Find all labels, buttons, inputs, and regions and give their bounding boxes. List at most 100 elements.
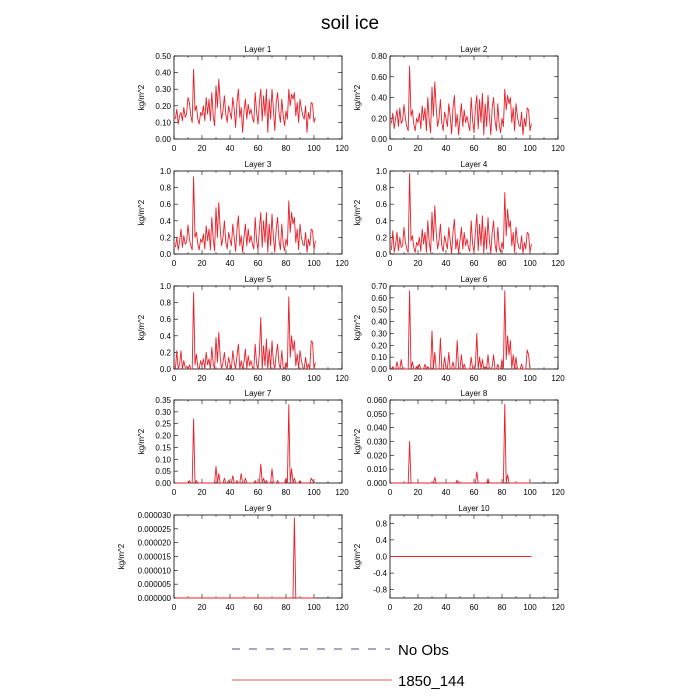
legend-label-1850-144: 1850_144 [398,673,465,690]
panel-title: Layer 2 [461,45,488,54]
x-tick-label: 0 [172,259,177,268]
y-tick-label: 0.10 [155,455,171,464]
y-tick-label: 0.8 [160,184,172,193]
series-line-1850-144 [174,68,316,133]
panel-title: Layer 3 [245,160,272,169]
y-tick-label: 0.70 [371,282,387,291]
y-tick-label: 1.0 [160,167,172,176]
x-tick-label: 120 [551,603,565,612]
y-tick-label: 0.35 [155,396,171,405]
x-tick-label: 120 [335,603,349,612]
plot-frame [173,55,343,140]
x-tick-label: 80 [498,259,507,268]
y-tick-label: 0.6 [160,200,172,209]
x-tick-label: 0 [388,144,393,153]
plot-frame [173,399,343,484]
y-tick-label: 0.0 [160,250,172,259]
x-tick-label: 0 [388,603,393,612]
x-tick-label: 40 [442,374,451,383]
x-tick-label: 100 [307,144,321,153]
y-axis-label: kg/m^2 [137,84,146,110]
y-tick-label: 0.15 [155,443,171,452]
y-tick-label: 0.60 [371,73,387,82]
y-tick-label: 0.20 [371,341,387,350]
x-tick-label: 40 [442,144,451,153]
x-tick-label: 60 [254,374,263,383]
x-tick-label: 20 [414,144,423,153]
y-tick-label: 0.0 [376,250,388,259]
y-tick-label: 0.2 [160,348,172,357]
y-tick-label: 0.010 [367,465,388,474]
x-tick-label: 120 [551,488,565,497]
y-tick-label: -0.4 [373,569,387,578]
y-tick-label: 0.000000 [138,594,172,603]
y-tick-label: 0.6 [160,315,172,324]
x-tick-label: 20 [414,259,423,268]
x-tick-label: 80 [498,603,507,612]
plot-frame [173,170,343,255]
y-tick-label: 0.10 [155,118,171,127]
x-tick-label: 80 [282,488,291,497]
plot-frame [389,285,559,370]
x-tick-label: 20 [198,374,207,383]
series-line-1850-144 [390,65,532,136]
y-axis-label: kg/m^2 [137,199,146,225]
x-tick-label: 20 [198,144,207,153]
x-tick-label: 20 [198,603,207,612]
y-tick-label: 0.050 [367,410,388,419]
series-line-1850-144 [390,173,532,254]
x-tick-label: 100 [307,259,321,268]
y-tick-label: 0.000025 [138,525,172,534]
y-tick-label: 0.000005 [138,580,172,589]
x-tick-label: 40 [442,488,451,497]
y-tick-label: 0.4 [376,536,388,545]
series-line-1850-144 [175,517,316,599]
y-tick-label: 0.30 [371,329,387,338]
panel-layer-6: 0 20 40 60 80 100 120 0.00 0.10 0.20 0.30 0.40 0.50 0… [353,275,565,383]
x-tick-label: 80 [282,144,291,153]
x-tick-label: 40 [226,144,235,153]
x-tick-label: 40 [442,603,451,612]
x-tick-label: 120 [551,374,565,383]
y-tick-label: 0.4 [376,217,388,226]
x-tick-label: 0 [388,374,393,383]
y-tick-label: 0.30 [155,85,171,94]
panel-layer-9: 0 20 40 60 80 100 120 0.000000 0.000005 0.000010 0… [117,504,349,612]
x-tick-label: 120 [335,259,349,268]
x-tick-label: 40 [442,259,451,268]
y-tick-label: 0.40 [371,94,387,103]
y-tick-label: 0.000015 [138,553,172,562]
y-tick-label: 0.060 [367,396,388,405]
plot-frame [389,399,559,484]
x-tick-label: 80 [282,259,291,268]
panel-title: Layer 8 [461,389,488,398]
y-tick-label: 0.00 [371,365,387,374]
x-tick-label: 0 [172,374,177,383]
panels-group: 0 20 40 60 80 100 1200.000.100.200.300.400.50L… [117,45,565,612]
panel-title: Layer 5 [245,275,272,284]
x-tick-label: 40 [226,488,235,497]
y-tick-label: 0.8 [376,519,388,528]
y-tick-label: 0.030 [367,438,388,447]
x-tick-label: 60 [254,144,263,153]
y-tick-label: 0.8 [376,184,388,193]
x-tick-label: 80 [498,144,507,153]
y-tick-label: 0.4 [160,217,172,226]
y-axis-label: kg/m^2 [353,199,362,225]
y-tick-label: 0.0 [376,553,388,562]
y-tick-label: 0.20 [371,114,387,123]
panel-layer-2: 0 20 40 60 80 100 120 0.00 0.20 0.40 0.60 0.80 Layer… [353,45,565,153]
y-tick-label: 0.000010 [138,566,172,575]
y-tick-label: 0.20 [155,432,171,441]
x-tick-label: 60 [470,144,479,153]
x-tick-label: 100 [523,603,537,612]
y-tick-label: 0.000030 [138,511,172,520]
y-tick-label: 0.50 [155,52,171,61]
y-tick-label: 1.0 [160,282,172,291]
panel-title: Layer 1 [245,45,272,54]
x-tick-label: 100 [523,259,537,268]
y-tick-label: 0.000 [367,479,388,488]
x-tick-label: 20 [198,259,207,268]
y-tick-label: 0.80 [371,52,387,61]
y-tick-label: 0.60 [371,294,387,303]
